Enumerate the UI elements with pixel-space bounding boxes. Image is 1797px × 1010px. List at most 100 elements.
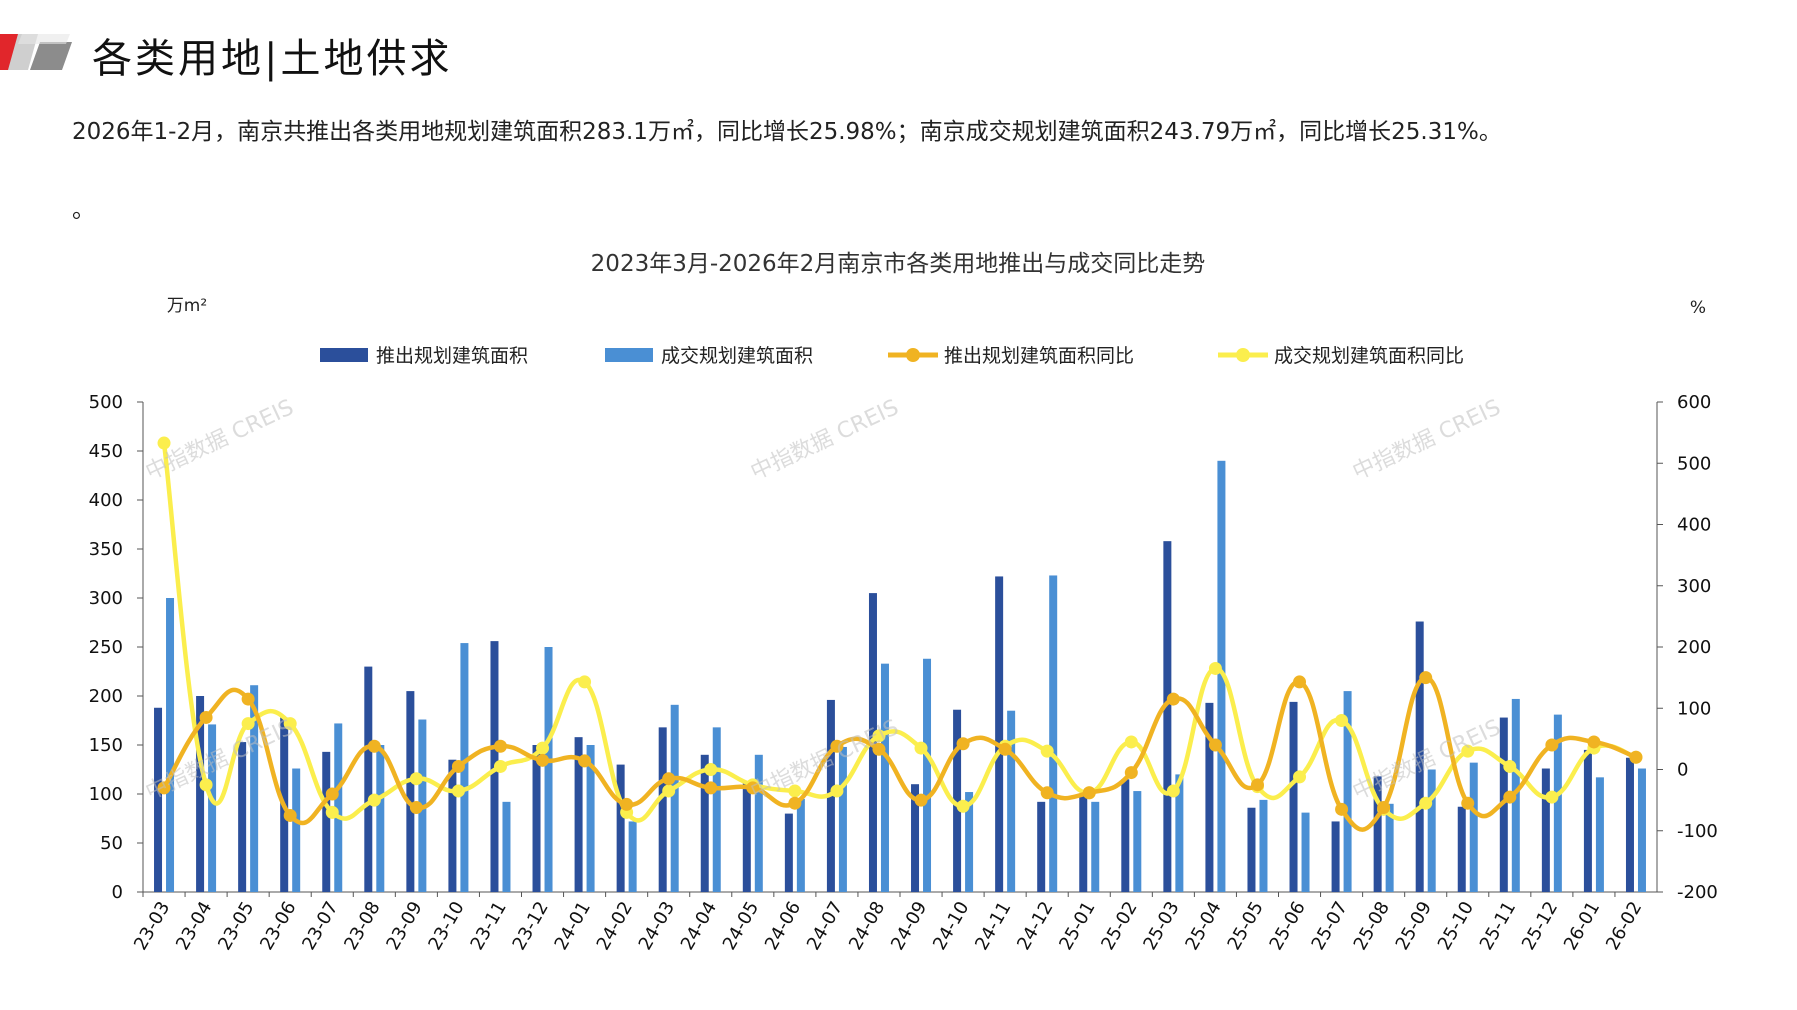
bar-deal [250,685,259,892]
x-tick-label: 23-11 [466,898,510,954]
line-deal-yoy-point [830,784,844,798]
legend-swatch [320,348,368,362]
line-supply-yoy-point [451,759,465,773]
left-tick-label: 400 [89,490,123,511]
line-deal-yoy-point [1166,784,1180,798]
line-supply-yoy-point [1250,778,1264,792]
x-tick-label: 24-05 [719,898,763,954]
x-tick-label: 24-01 [551,898,595,954]
legend-label: 成交规划建筑面积同比 [1274,345,1464,367]
line-deal-yoy-point [1040,744,1054,758]
right-tick-label: 100 [1677,698,1711,719]
bar-supply [784,813,793,892]
bar-supply [448,759,457,892]
x-tick-label: 24-04 [677,898,721,954]
x-tick-label: 25-04 [1181,898,1225,954]
line-supply-yoy-point [914,793,928,807]
legend-label: 推出规划建筑面积 [376,345,528,367]
bar-supply [1331,821,1340,892]
watermark-text: 中指数据 CREIS [1349,395,1505,485]
line-supply-yoy-point [1503,790,1517,804]
bar-supply [1373,776,1382,892]
line-deal-yoy-point [704,763,718,776]
bar-deal [1637,768,1646,892]
line-deal-yoy-point [662,784,676,798]
line-supply-yoy-point [157,781,171,795]
left-tick-label: 350 [89,539,123,560]
line-deal-yoy-point [788,784,802,798]
x-tick-label: 23-10 [424,898,468,954]
legend: 推出规划建筑面积 成交规划建筑面积 推出规划建筑面积同比 成交规划建筑面积同比 [320,345,1464,367]
x-tick-label: 25-09 [1392,898,1436,954]
x-tick-label: 23-09 [382,898,426,954]
line-supply-yoy-point [704,781,718,795]
bar-supply [700,754,709,892]
logo-icon [0,34,72,70]
bar-deal [1049,575,1058,892]
line-supply-yoy-point [662,772,676,786]
line-supply-yoy-point [788,796,802,810]
x-tick-label: 25-12 [1518,898,1562,954]
line-supply-yoy-point [1419,671,1433,685]
bar-supply [953,709,962,892]
left-tick-label: 100 [89,784,123,805]
line-supply-yoy-point [325,787,339,801]
line-supply-yoy-point [199,710,213,724]
line-supply-yoy-point [1124,766,1138,780]
line-supply-yoy-point [578,754,592,768]
line-supply-yoy-point [241,692,255,706]
bar-deal [208,724,217,892]
legend-swatch [605,348,653,362]
x-tick-label: 25-10 [1434,898,1478,954]
x-tick-label: 23-06 [256,898,300,954]
x-tick-label: 25-07 [1308,898,1352,954]
bar-deal [754,754,763,892]
legend-marker [1236,348,1250,362]
bar-supply [1289,701,1298,892]
bar-supply [742,781,751,892]
line-supply-yoy-point [1293,675,1307,689]
line-deal-yoy-point [1419,796,1433,810]
line-supply-yoy-point [367,739,381,753]
right-tick-label: 500 [1677,453,1711,474]
x-tick-label: 23-04 [172,898,216,954]
bar-supply [1247,807,1256,892]
line-supply-yoy-point [283,808,297,822]
line-deal-yoy-point [451,784,465,798]
line-supply-yoy-point [493,739,507,753]
line-deal-yoy-point [283,717,297,731]
bar-supply [1205,702,1214,892]
bar-supply [322,751,331,892]
bar-deal [1301,812,1310,892]
bar-deal [838,746,847,892]
summary-text: 2026年1-2月，南京共推出各类用地规划建筑面积283.1万㎡，同比增长25.… [72,119,1502,145]
right-tick-label: 600 [1677,392,1711,413]
line-deal-yoy-point [199,778,213,792]
bar-supply [1457,806,1466,892]
bar-deal [1469,762,1478,892]
bar-deal [712,727,721,892]
line-deal-yoy-point [914,741,928,755]
line-supply-yoy-point [1166,692,1180,706]
left-tick-label: 300 [89,588,123,609]
line-supply-yoy-point [1335,802,1349,816]
x-tick-label: 24-06 [761,898,805,954]
bar-deal [376,745,385,892]
line-deal-yoy-point [578,675,592,689]
bar-supply [196,696,205,892]
left-tick-label: 0 [112,882,123,903]
line-deal-yoy-point [1335,714,1349,727]
line-deal-yoy-point [1545,790,1559,804]
line-deal-yoy-point [956,799,970,813]
x-tick-label: 25-08 [1350,898,1394,954]
line-supply-yoy-point [1040,786,1054,800]
combo-chart: 2023年3月-2026年2月南京市各类用地推出与成交同比走势 万m² % 推出… [89,251,1718,954]
x-tick-label: 23-12 [509,898,553,954]
line-deal-yoy-point [1461,744,1475,758]
x-tick-label: 24-11 [971,898,1015,954]
watermark-text: 中指数据 CREIS [142,715,298,805]
line-supply-yoy-point [1377,800,1391,814]
left-tick-label: 150 [89,735,123,756]
legend-item: 成交规划建筑面积 [605,345,813,367]
line-supply-yoy-point [1587,735,1601,749]
